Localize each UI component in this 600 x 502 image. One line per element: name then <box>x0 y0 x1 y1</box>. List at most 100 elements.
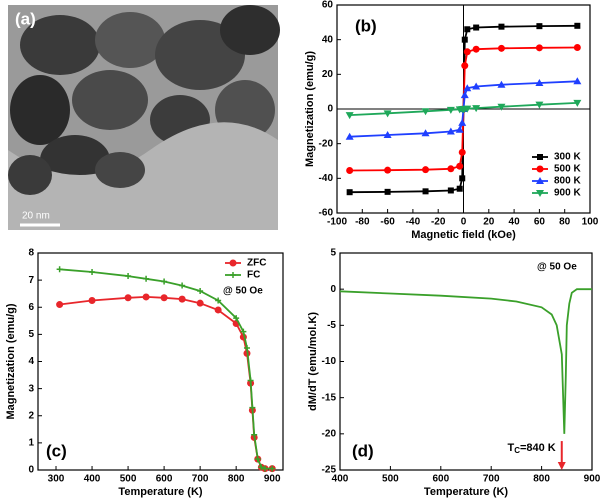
y-tick-label: 1 <box>28 438 34 449</box>
x-tick-label: 0 <box>461 217 467 228</box>
marker <box>56 301 64 309</box>
marker <box>89 268 96 275</box>
x-tick-label: 800 <box>533 474 550 485</box>
x-tick-label: 600 <box>156 474 173 485</box>
y-tick-label: 6 <box>28 302 34 313</box>
tc-label-part: T <box>507 442 514 454</box>
marker <box>447 187 454 194</box>
marker <box>240 328 247 335</box>
y-tick-label: -60 <box>319 208 334 219</box>
marker <box>497 80 506 88</box>
marker <box>230 272 236 278</box>
marker <box>346 189 353 196</box>
marker <box>229 259 237 267</box>
y-axis-label: Magnetization (emu/g) <box>304 51 316 167</box>
y-tick-label: -40 <box>319 173 334 184</box>
x-axis-label: Temperature (K) <box>118 486 202 498</box>
panel-label: (a) <box>15 9 36 28</box>
marker <box>383 131 392 138</box>
marker <box>88 296 96 304</box>
y-axis-label: Magnetization (emu/g) <box>5 303 17 419</box>
marker <box>421 129 430 137</box>
marker <box>261 465 268 472</box>
y-tick-label: -25 <box>322 465 337 476</box>
marker <box>497 44 505 52</box>
x-tick-label: 40 <box>509 217 521 228</box>
marker <box>345 112 354 120</box>
marker <box>196 299 204 307</box>
marker <box>247 377 254 384</box>
marker <box>124 294 132 302</box>
x-tick-label: -60 <box>380 217 395 228</box>
x-tick-label: 80 <box>559 217 571 228</box>
y-tick-label: 2 <box>28 410 34 421</box>
panel-label: (d) <box>352 441 374 460</box>
x-tick-label: -40 <box>406 217 421 228</box>
series-line <box>339 288 592 434</box>
marker <box>498 23 505 30</box>
marker <box>473 24 480 31</box>
marker <box>573 99 582 107</box>
marker <box>125 273 132 280</box>
marker <box>461 62 469 70</box>
marker <box>458 148 466 156</box>
marker <box>421 108 430 116</box>
tc-label-part: =840 K <box>520 442 556 454</box>
y-tick-label: -10 <box>322 356 337 367</box>
x-tick-label: -20 <box>431 217 446 228</box>
x-tick-label: 400 <box>332 474 349 485</box>
y-axis-label: dM/dT (emu/mol.K) <box>307 312 319 411</box>
x-tick-label: 900 <box>264 474 281 485</box>
marker <box>536 177 544 184</box>
arrow-head <box>557 462 566 470</box>
marker <box>214 306 222 314</box>
marker <box>472 105 481 113</box>
marker <box>463 48 471 56</box>
x-tick-label: -100 <box>327 217 347 228</box>
marker <box>497 103 506 111</box>
y-tick-label: 4 <box>28 356 34 367</box>
marker <box>463 105 472 113</box>
marker <box>346 167 354 175</box>
marker <box>254 456 261 463</box>
marker <box>422 188 429 195</box>
marker <box>160 294 168 302</box>
x-tick-label: -80 <box>355 217 370 228</box>
legend-label: FC <box>247 270 260 281</box>
y-tick-label: 8 <box>28 248 34 259</box>
marker <box>384 166 392 174</box>
marker <box>455 125 464 133</box>
y-tick-label: 0 <box>330 284 336 295</box>
marker <box>456 162 464 170</box>
marker <box>459 175 466 182</box>
marker <box>383 110 392 118</box>
marker <box>472 82 481 90</box>
marker <box>447 165 455 173</box>
tc-label-part: C <box>514 446 520 455</box>
marker <box>446 127 455 135</box>
y-tick-label: -20 <box>322 428 337 439</box>
marker <box>384 188 391 195</box>
y-tick-label: -15 <box>322 392 337 403</box>
tc-label: TC=840 K <box>507 442 555 455</box>
marker <box>464 26 471 33</box>
marker <box>536 165 544 173</box>
marker <box>179 282 186 289</box>
legend-label: 800 K <box>554 176 581 187</box>
marker <box>215 297 222 304</box>
x-tick-label: 60 <box>534 217 546 228</box>
x-tick-label: 700 <box>483 474 500 485</box>
marker <box>446 106 455 114</box>
marker <box>197 287 204 294</box>
marker <box>574 22 581 29</box>
marker <box>536 190 544 197</box>
marker <box>258 464 265 471</box>
x-tick-label: 900 <box>584 474 600 485</box>
x-axis-label: Temperature (K) <box>424 486 508 498</box>
x-tick-label: 500 <box>382 474 399 485</box>
panel-label: (b) <box>355 16 377 35</box>
marker <box>573 77 582 85</box>
marker <box>460 91 469 99</box>
y-tick-label: 60 <box>322 0 334 11</box>
